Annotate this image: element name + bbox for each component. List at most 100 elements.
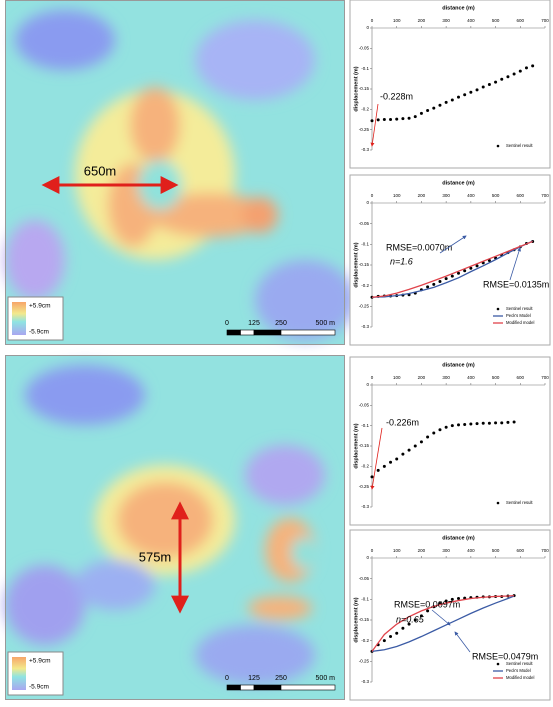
- scalebar-label: 500 m: [316, 675, 336, 682]
- data-point: [519, 70, 522, 73]
- deformation-patch: [248, 596, 312, 620]
- data-point: [432, 283, 435, 286]
- data-point: [525, 66, 528, 69]
- annotation: -0.228m: [380, 91, 413, 101]
- data-point: [451, 98, 454, 101]
- scalebar-label: 125: [248, 675, 260, 682]
- data-point: [451, 275, 454, 278]
- x-tick-label: 500: [492, 548, 500, 553]
- scalebar-segment: [241, 330, 255, 335]
- data-point: [476, 422, 479, 425]
- legend-label: Peck's Model: [506, 313, 531, 318]
- data-point: [494, 81, 497, 84]
- legend-label: Modified model: [506, 320, 534, 325]
- colorbar-max: +5.9cm: [29, 303, 51, 310]
- x-tick-label: 100: [393, 193, 401, 198]
- data-point: [457, 96, 460, 99]
- y-tick-label: -0.15: [359, 86, 370, 91]
- data-point: [420, 440, 423, 443]
- distance-label: 575m: [139, 549, 172, 564]
- x-tick-label: 700: [541, 18, 549, 23]
- x-tick-label: 200: [418, 18, 426, 23]
- data-point: [401, 453, 404, 456]
- data-point: [463, 93, 466, 96]
- distance-label: 650m: [84, 163, 117, 178]
- data-point: [482, 85, 485, 88]
- x-tick-label: 300: [442, 548, 450, 553]
- annotation: RMSE=0.0479m: [472, 651, 538, 661]
- deformation-patch: [5, 220, 65, 300]
- data-point: [395, 632, 398, 635]
- x-tick-label: 600: [517, 193, 525, 198]
- data-point: [482, 422, 485, 425]
- legend-swatch: [497, 308, 500, 311]
- scalebar-segment: [254, 330, 281, 335]
- data-point: [432, 107, 435, 110]
- x-tick-label: 500: [492, 18, 500, 23]
- deformation-patch: [15, 10, 115, 70]
- colorbar: [12, 302, 26, 335]
- x-tick-label: 200: [418, 375, 426, 380]
- legend-swatch: [497, 502, 500, 505]
- scalebar-segment: [227, 330, 241, 335]
- data-point: [488, 422, 491, 425]
- x-tick-label: 700: [541, 375, 549, 380]
- x-axis-title: distance (m): [442, 180, 475, 186]
- deformation-patch: [117, 482, 213, 558]
- data-point: [420, 112, 423, 115]
- data-point: [457, 423, 460, 426]
- data-point: [531, 64, 534, 67]
- data-point: [395, 118, 398, 121]
- annotation: n=0.65: [396, 614, 425, 624]
- x-tick-label: 300: [442, 375, 450, 380]
- scalebar-label: 125: [248, 320, 260, 327]
- data-point: [395, 458, 398, 461]
- annotation: RMSE=0.0070m: [386, 242, 452, 252]
- scalebar-label: 0: [225, 320, 229, 327]
- y-tick-label: -0.3: [361, 147, 369, 152]
- scalebar-segment: [241, 685, 255, 690]
- data-point: [445, 426, 448, 429]
- y-tick-label: -0.25: [359, 484, 370, 489]
- y-tick-label: -0.05: [359, 403, 370, 408]
- scalebar-segment: [281, 685, 335, 690]
- x-tick-label: 200: [418, 193, 426, 198]
- data-point: [500, 78, 503, 81]
- x-tick-label: 200: [418, 548, 426, 553]
- y-tick-label: -0.3: [361, 679, 369, 684]
- scalebar-label: 250: [275, 320, 287, 327]
- data-point: [494, 421, 497, 424]
- data-point: [377, 118, 380, 121]
- y-tick-label: -0.15: [359, 617, 370, 622]
- x-tick-label: 500: [492, 193, 500, 198]
- x-tick-label: 300: [442, 193, 450, 198]
- deformation-patch: [195, 20, 315, 100]
- data-point: [401, 627, 404, 630]
- y-tick-label: -0.1: [361, 597, 369, 602]
- data-point: [426, 609, 429, 612]
- x-tick-label: 500: [492, 375, 500, 380]
- legend-label: Sentinel result: [506, 143, 533, 148]
- data-point: [445, 101, 448, 104]
- x-tick-label: 600: [517, 548, 525, 553]
- annotation: RMSE=0.0135m: [483, 279, 549, 289]
- y-tick-label: -0.05: [359, 576, 370, 581]
- data-point: [414, 115, 417, 118]
- y-tick-label: -0.1: [361, 242, 369, 247]
- data-point: [408, 117, 411, 120]
- data-point: [426, 109, 429, 112]
- data-point: [513, 72, 516, 75]
- data-point: [426, 285, 429, 288]
- y-tick-label: -0.15: [359, 443, 370, 448]
- deformation-patch: [130, 87, 180, 163]
- data-point: [488, 83, 491, 86]
- figure: 650m+5.9cm-5.9cm0125250500 m575m+5.9cm-5…: [0, 0, 553, 702]
- deformation-patch: [25, 365, 145, 425]
- legend-swatch: [497, 663, 500, 666]
- y-tick-label: -0.25: [359, 127, 370, 132]
- y-tick-label: -0.05: [359, 46, 370, 51]
- x-axis-title: distance (m): [442, 362, 475, 368]
- y-tick-label: -0.25: [359, 659, 370, 664]
- y-tick-label: -0.2: [361, 464, 369, 469]
- data-point: [476, 88, 479, 91]
